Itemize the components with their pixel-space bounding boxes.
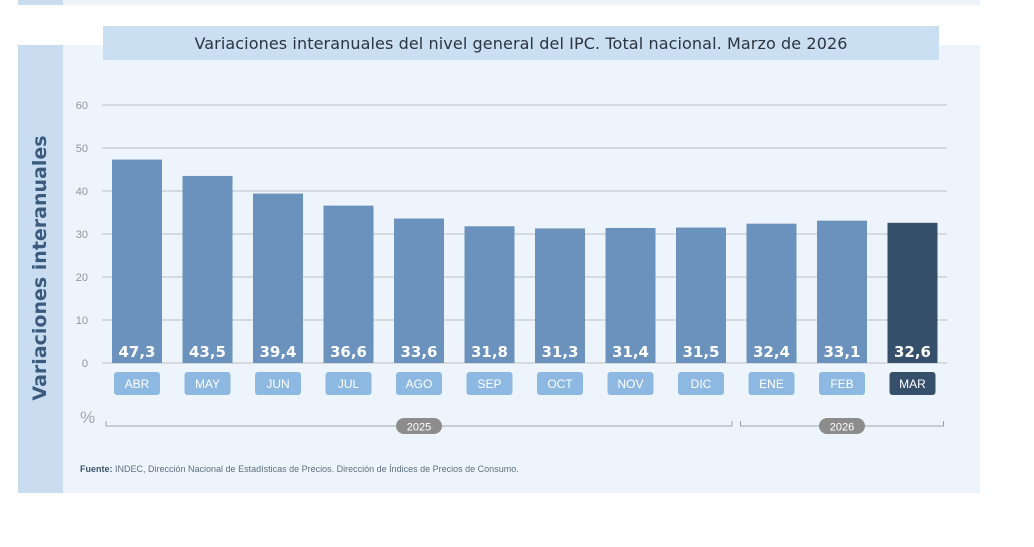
x-tick-label-may: MAY [195, 377, 220, 391]
bar-abr [112, 159, 162, 363]
bar-feb [817, 220, 867, 363]
value-label-ene: 32,4 [753, 343, 790, 361]
y-tick-label-60: 60 [76, 100, 88, 112]
month-pill-sep [466, 372, 513, 395]
source-note: Fuente: INDEC, Dirección Nacional de Est… [80, 464, 519, 474]
y-tick-label-20: 20 [76, 272, 88, 284]
chart-title: Variaciones interanuales del nivel gener… [194, 33, 848, 53]
top-strip [18, 0, 980, 5]
month-pill-jun [255, 372, 301, 395]
y-tick-label-10: 10 [76, 315, 88, 327]
bar-oct [535, 228, 585, 363]
y-tick-label-40: 40 [76, 186, 88, 198]
bar-nov [605, 227, 656, 363]
value-label-dic: 31,5 [682, 343, 719, 361]
month-pill-ene [748, 372, 795, 395]
month-pill-nov [607, 372, 654, 395]
year-label-2025: 2025 [407, 422, 431, 434]
x-tick-label-abr: ABR [125, 377, 150, 391]
y-tick-label-50: 50 [76, 143, 88, 155]
x-tick-label-dic: DIC [691, 377, 712, 391]
x-tick-label-jul: JUL [338, 377, 360, 391]
bar-jul [323, 205, 374, 363]
month-pill-feb [819, 372, 865, 395]
month-pill-abr [114, 372, 160, 395]
month-pill-jul [325, 372, 372, 395]
bar-may [182, 175, 233, 363]
year-pill-2025 [396, 418, 442, 434]
x-tick-label-jun: JUN [266, 377, 289, 391]
bar-dic [676, 227, 726, 363]
y-tick-label-0: 0 [82, 358, 88, 370]
x-tick-label-ago: AGO [406, 377, 433, 391]
source-text: INDEC, Dirección Nacional de Estadística… [115, 464, 519, 474]
x-tick-label-oct: OCT [547, 377, 573, 391]
chart-card-side-band [18, 45, 63, 493]
value-label-ago: 33,6 [400, 343, 437, 361]
unit-label: % [80, 408, 96, 427]
top-strip-accent [18, 0, 63, 5]
chart-title-bar: Variaciones interanuales del nivel gener… [103, 26, 939, 60]
x-tick-label-feb: FEB [830, 377, 853, 391]
x-tick-label-ene: ENE [759, 377, 784, 391]
bar-mar [887, 222, 938, 363]
bar-ago [394, 218, 444, 363]
month-pill-oct [537, 372, 583, 395]
value-label-sep: 31,8 [471, 343, 508, 361]
x-tick-label-sep: SEP [477, 377, 501, 391]
source-label: Fuente: [80, 464, 113, 474]
y-tick-label-30: 30 [76, 229, 88, 241]
value-label-jul: 36,6 [330, 343, 367, 361]
bar-jun [253, 193, 303, 363]
value-label-may: 43,5 [189, 343, 226, 361]
month-pill-dic [678, 372, 724, 395]
month-pill-may [184, 372, 231, 395]
value-label-abr: 47,3 [118, 343, 155, 361]
value-label-oct: 31,3 [541, 343, 578, 361]
month-pill-mar [889, 372, 936, 395]
value-label-feb: 33,1 [823, 343, 860, 361]
year-label-2026: 2026 [830, 422, 854, 434]
x-tick-label-mar: MAR [899, 377, 926, 391]
month-pill-ago [396, 372, 442, 395]
value-label-jun: 39,4 [259, 343, 296, 361]
bar-sep [464, 226, 515, 363]
value-label-nov: 31,4 [612, 343, 649, 361]
year-pill-2026 [819, 418, 865, 434]
value-label-mar: 32,6 [894, 343, 931, 361]
x-tick-label-nov: NOV [617, 377, 643, 391]
bar-ene [746, 223, 797, 363]
